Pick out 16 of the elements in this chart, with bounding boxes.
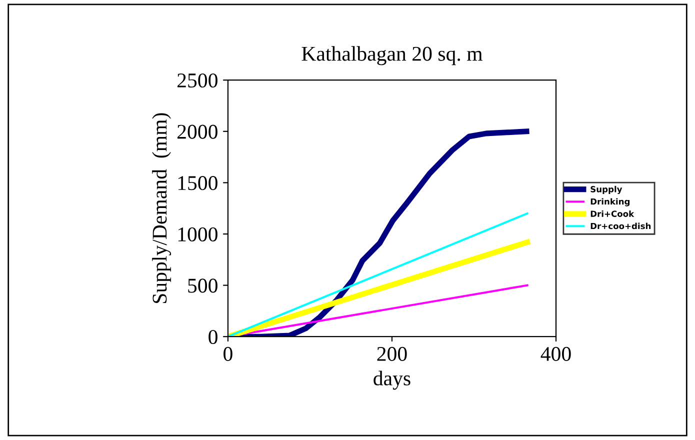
x-tick-label: 200 <box>377 346 407 361</box>
legend-label: Drinking <box>590 198 630 206</box>
y-tick-label: 0 <box>208 330 218 344</box>
y-tick-label: 500 <box>188 278 218 293</box>
chart-title: Kathalbagan 20 sq. m <box>302 46 482 66</box>
y-tick-label: 1500 <box>178 176 218 190</box>
legend-label: Dr+coo+dish <box>590 222 651 230</box>
y-tick-label: 2500 <box>177 73 218 88</box>
y-axis-title: Supply/Demand (mm) <box>152 113 172 303</box>
legend-label: Supply <box>590 186 622 194</box>
x-tick-label: 0 <box>224 346 232 361</box>
x-axis-title: days <box>374 370 410 390</box>
legend-label: Dri+Cook <box>590 210 634 217</box>
y-tick-label: 2000 <box>177 124 218 139</box>
y-tick-label: 1000 <box>178 227 218 242</box>
x-tick-label: 400 <box>540 346 571 361</box>
